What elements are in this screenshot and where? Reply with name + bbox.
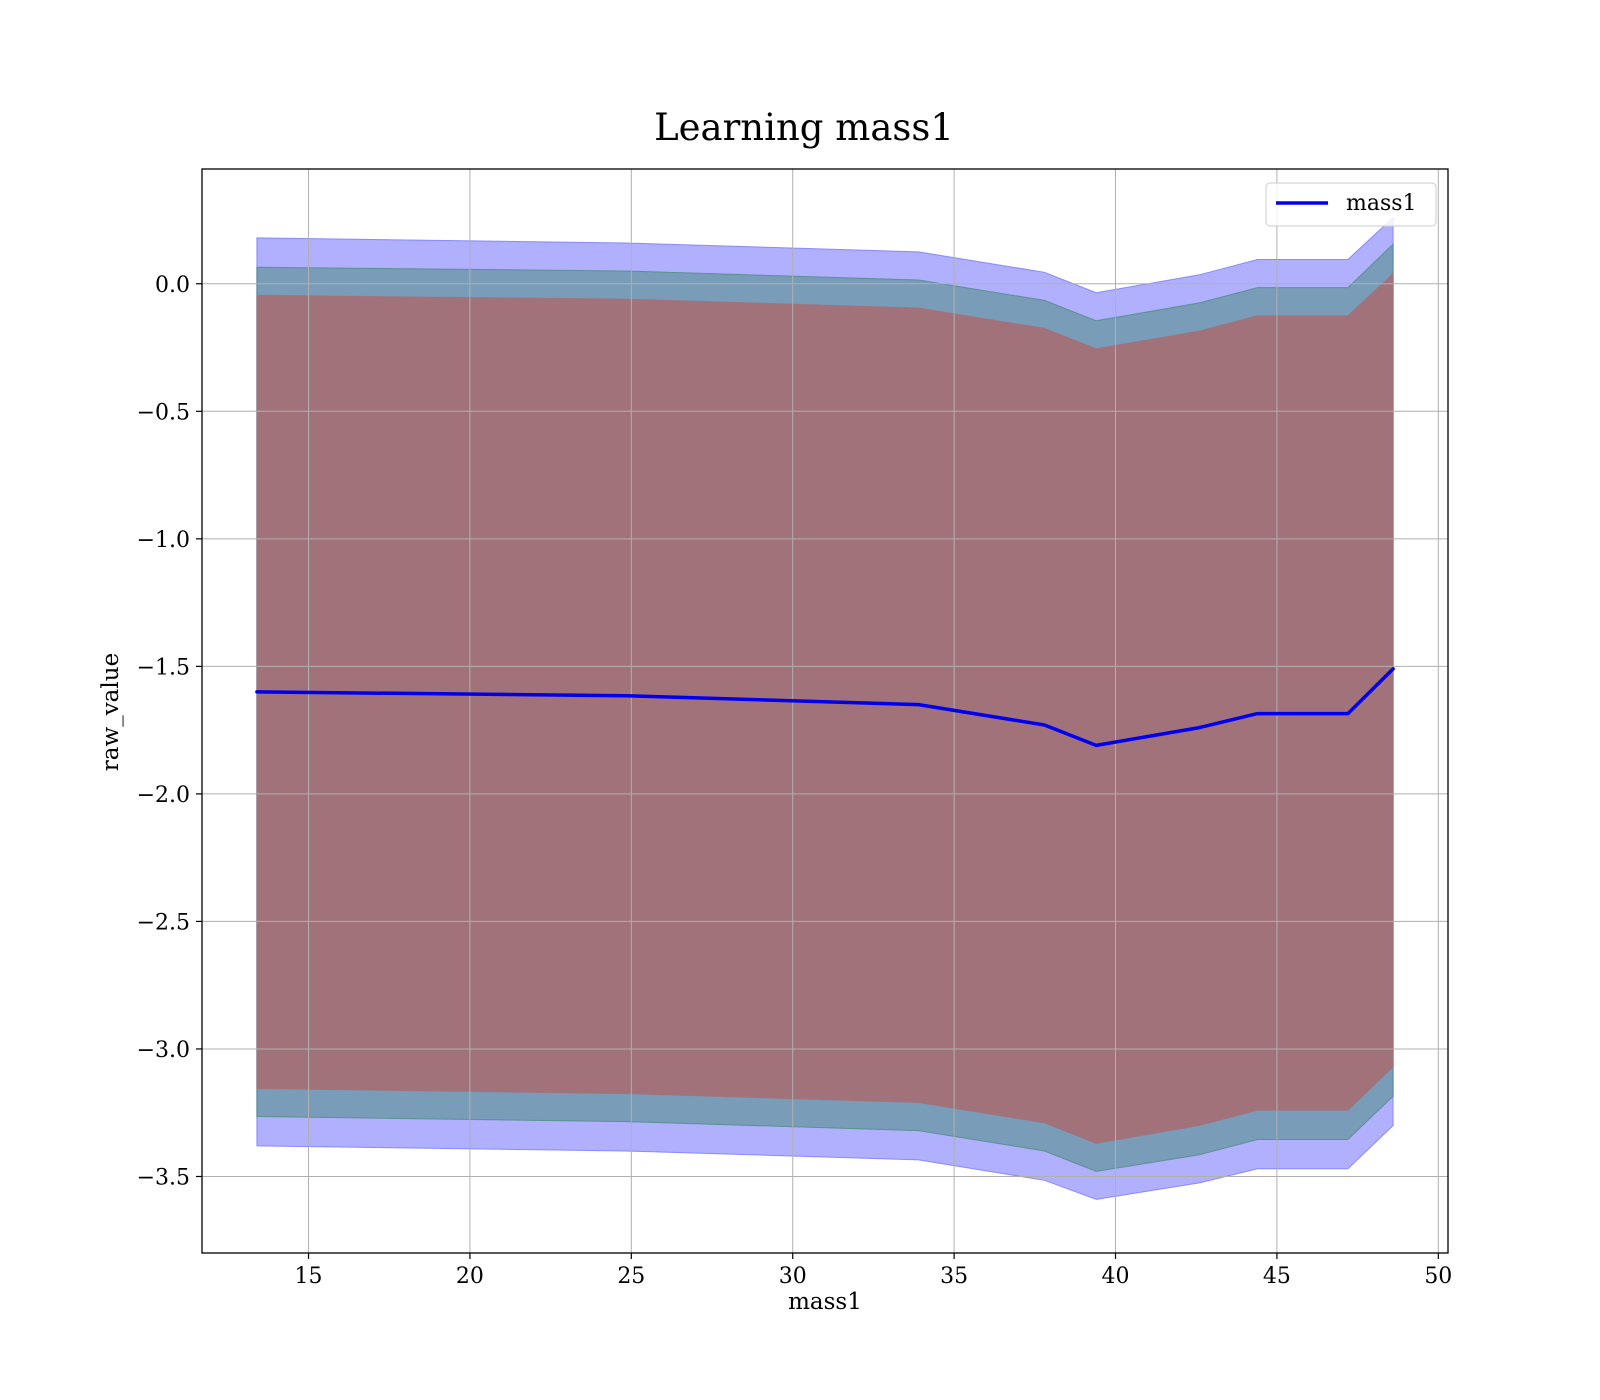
- x-axis-label: mass1: [788, 1289, 862, 1315]
- legend-box: [1265, 182, 1437, 227]
- y-tick-label-3: −1.5: [137, 655, 190, 680]
- series-lines: [255, 667, 1395, 748]
- y-axis-ticks: 0.0 −0.5 −1.0 −1.5 −2.0 −2.5 −3.0 −3.5: [137, 273, 202, 1190]
- legend: mass1: [1265, 182, 1437, 227]
- plot-frame: [201, 168, 1449, 1254]
- x-tick-label-2: 25: [617, 1264, 645, 1289]
- x-axis-ticks: 15 20 25 30 35 40 45 50: [295, 1253, 1452, 1289]
- y-tick-label-4: −2.0: [137, 783, 190, 808]
- x-tick-label-5: 40: [1102, 1264, 1130, 1289]
- y-tick-label-1: −0.5: [137, 400, 190, 425]
- chart-title: Learning mass1: [654, 106, 954, 149]
- x-tick-label-7: 50: [1424, 1264, 1452, 1289]
- y-axis-label: raw_value: [98, 653, 124, 771]
- x-tick-label-1: 20: [456, 1264, 484, 1289]
- y-tick-label-2: −1.0: [137, 528, 190, 553]
- confidence-bands: [256, 216, 1394, 1200]
- band-inner: [256, 272, 1394, 1144]
- grid-lines: [202, 169, 1448, 1253]
- y-tick-label-0: 0.0: [155, 273, 190, 298]
- x-tick-label-0: 15: [295, 1264, 323, 1289]
- x-tick-label-3: 30: [779, 1264, 807, 1289]
- legend-label-mass1: mass1: [1346, 191, 1417, 216]
- y-tick-label-6: −3.0: [137, 1038, 190, 1063]
- series-line-mass1: [255, 667, 1395, 748]
- x-tick-label-6: 45: [1263, 1264, 1291, 1289]
- x-tick-label-4: 35: [940, 1264, 968, 1289]
- y-tick-label-7: −3.5: [137, 1165, 190, 1190]
- y-tick-label-5: −2.5: [137, 910, 190, 935]
